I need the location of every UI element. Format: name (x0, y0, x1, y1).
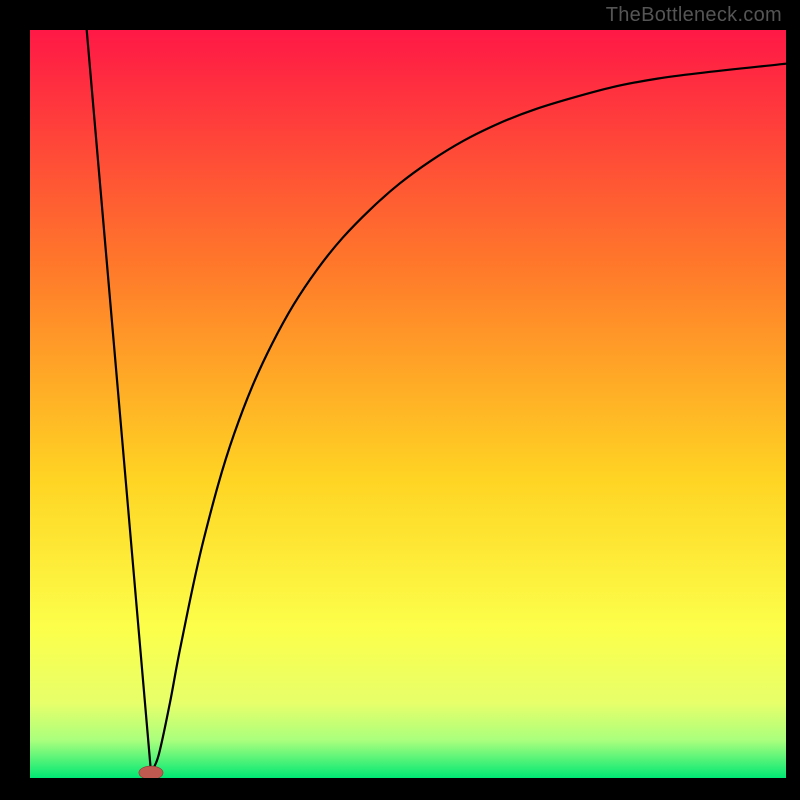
gradient-background (30, 30, 786, 778)
frame-border-bottom (0, 778, 800, 800)
watermark-text: TheBottleneck.com (606, 4, 782, 27)
chart-svg (30, 30, 786, 778)
plot-area (30, 30, 786, 778)
chart-container: TheBottleneck.com (0, 0, 800, 800)
frame-border-left (0, 0, 30, 800)
minimum-marker (139, 766, 163, 778)
frame-border-right (786, 0, 800, 800)
